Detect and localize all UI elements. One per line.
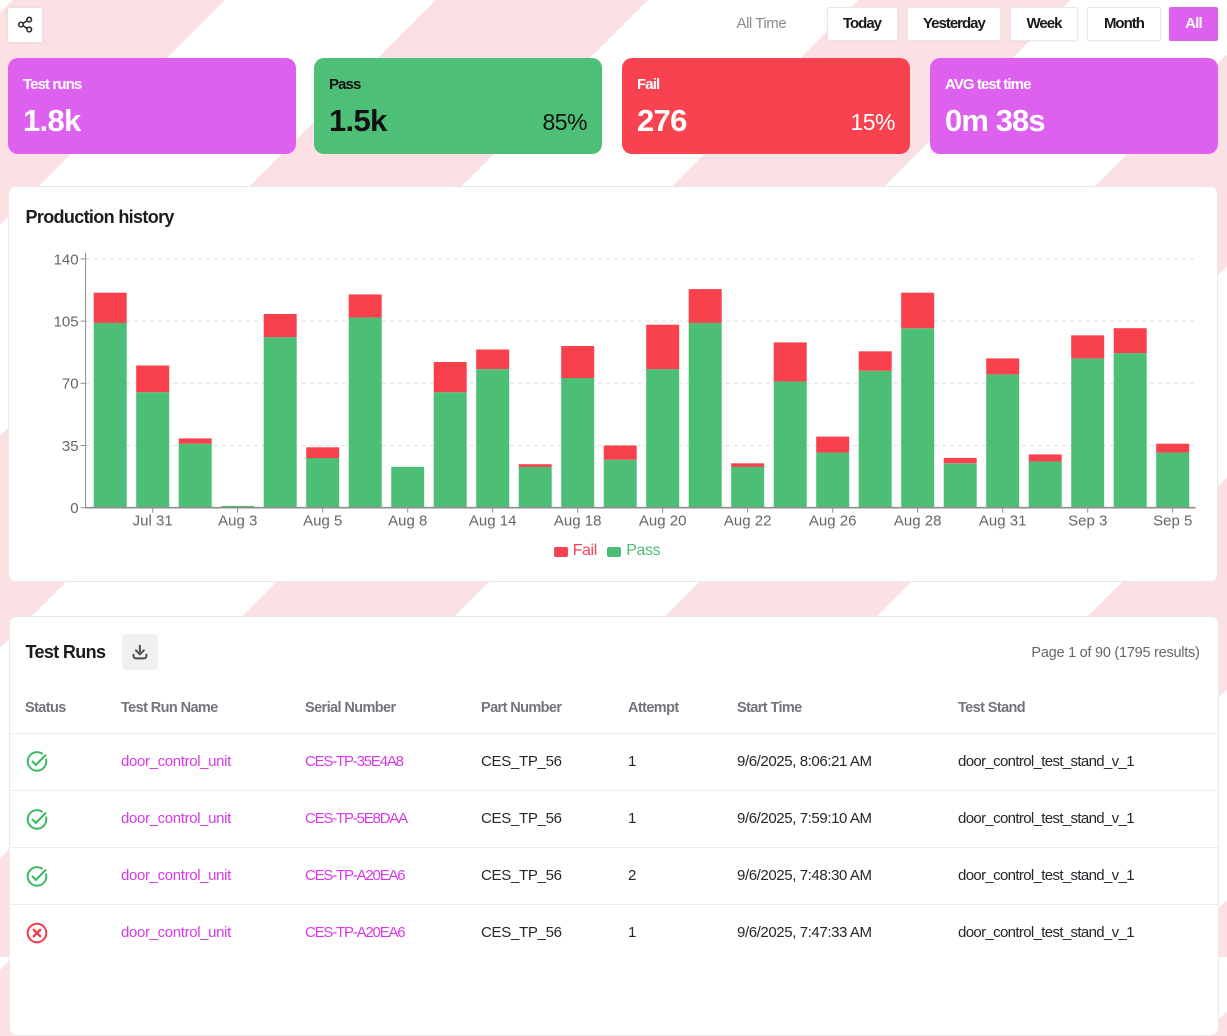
svg-text:Aug 14: Aug 14 bbox=[469, 513, 517, 530]
svg-text:Aug 31: Aug 31 bbox=[979, 513, 1027, 530]
svg-text:140: 140 bbox=[54, 252, 79, 269]
svg-text:0: 0 bbox=[71, 500, 79, 517]
svg-text:Sep 5: Sep 5 bbox=[1153, 513, 1192, 530]
svg-text:Aug 8: Aug 8 bbox=[388, 513, 427, 530]
svg-text:Aug 5: Aug 5 bbox=[303, 513, 342, 530]
svg-text:105: 105 bbox=[54, 314, 79, 331]
svg-text:Aug 22: Aug 22 bbox=[724, 513, 772, 530]
svg-text:Jul 31: Jul 31 bbox=[133, 513, 173, 530]
svg-text:Sep 3: Sep 3 bbox=[1068, 513, 1107, 530]
svg-text:Aug 3: Aug 3 bbox=[218, 513, 257, 530]
svg-text:35: 35 bbox=[62, 438, 79, 455]
svg-text:Aug 20: Aug 20 bbox=[639, 513, 687, 530]
svg-text:Aug 18: Aug 18 bbox=[554, 513, 602, 530]
svg-text:Aug 26: Aug 26 bbox=[809, 513, 857, 530]
svg-text:Aug 28: Aug 28 bbox=[894, 513, 942, 530]
svg-text:70: 70 bbox=[62, 376, 79, 393]
